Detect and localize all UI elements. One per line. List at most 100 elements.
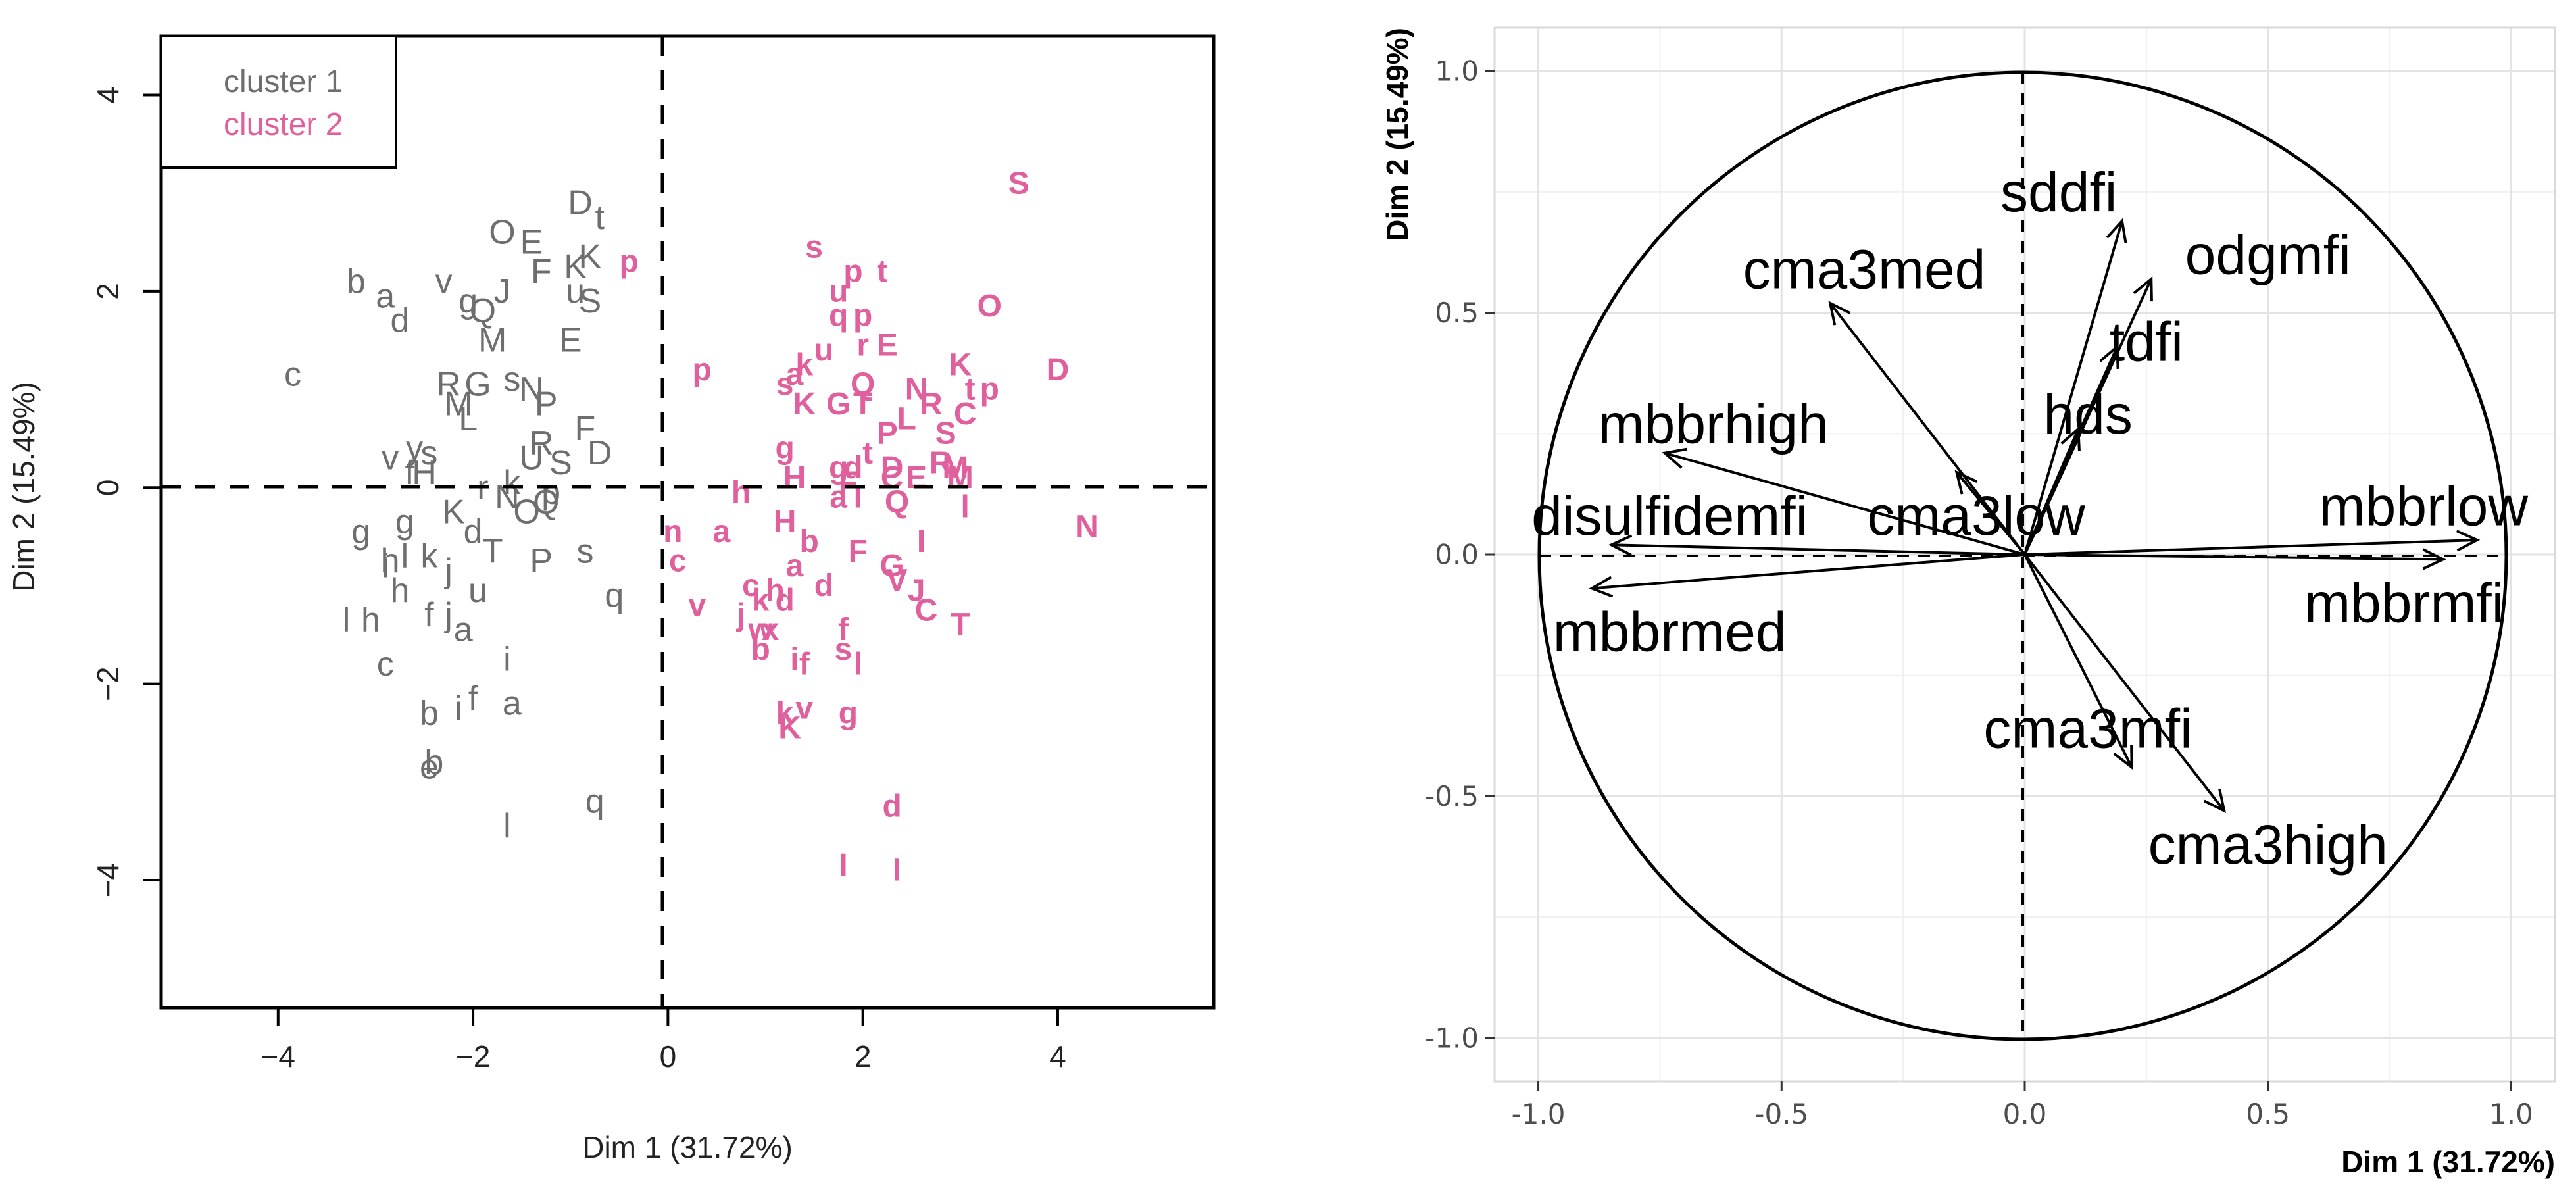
scatter-point-cluster-1: O	[513, 493, 539, 532]
scatter-point-cluster-2: D	[881, 451, 904, 485]
scatter-point-cluster-2: G	[879, 549, 904, 583]
arrow-head-cma3mfi	[2113, 745, 2133, 770]
scatter-point-cluster-2: Q	[885, 485, 909, 520]
variable-y-tick-label: 1.0	[1435, 55, 1479, 87]
variable-y-tick-label: 0.5	[1435, 297, 1479, 329]
scatter-point-cluster-1: k	[503, 464, 521, 502]
arrow-head-mbbrlow	[2456, 530, 2481, 552]
scatter-point-cluster-1: D	[568, 184, 593, 222]
scatter-point-cluster-2: H	[783, 460, 806, 495]
scatter-point-cluster-1: c	[284, 356, 301, 394]
scatter-point-cluster-1: q	[605, 576, 624, 614]
scatter-point-cluster-2: q	[829, 299, 848, 334]
scatter-point-cluster-2: g	[829, 451, 848, 485]
scatter-point-cluster-2: I	[839, 848, 847, 883]
scatter-point-cluster-1: p	[541, 474, 560, 512]
scatter-point-cluster-1: K	[442, 493, 465, 532]
variable-label-mbbrhigh: mbbrhigh	[1598, 393, 1829, 455]
scatter-point-cluster-2: p	[693, 353, 712, 387]
variable-label-tdfi: tdfi	[2110, 311, 2183, 373]
scatter-point-cluster-2: i	[790, 642, 799, 677]
variable-label-odgmfi: odgmfi	[2185, 224, 2351, 285]
scatter-point-cluster-1: h	[361, 601, 380, 639]
scatter-point-cluster-1: N	[519, 370, 544, 409]
scatter-point-cluster-2: d	[882, 789, 901, 824]
scatter-point-cluster-1: E	[559, 321, 582, 359]
legend-box	[160, 35, 397, 169]
scatter-point-cluster-1: c	[377, 645, 394, 683]
scatter-point-cluster-2: H	[774, 505, 797, 539]
scatter-point-cluster-1: j	[443, 596, 453, 634]
scatter-point-cluster-1: g	[458, 282, 478, 320]
scatter-point-cluster-1: g	[351, 512, 370, 551]
variable-label-hds: hds	[2043, 384, 2132, 445]
arrow-mbbrmfi	[2024, 553, 2443, 561]
scatter-point-cluster-2: f	[799, 647, 810, 682]
scatter-point-cluster-1: Q	[470, 292, 496, 330]
arrow-head-cma3med	[1828, 301, 1851, 326]
scatter-point-cluster-2: T	[951, 608, 970, 643]
legend-entry-cluster-2: cluster 2	[224, 107, 343, 142]
scatter-point-cluster-1: E	[520, 223, 543, 261]
scatter-point-cluster-2: u	[829, 274, 848, 309]
scatter-point-cluster-2: E	[906, 460, 927, 495]
scatter-point-cluster-1: M	[478, 321, 507, 359]
scatter-point-cluster-2: C	[954, 397, 977, 432]
variable-label-sddfi: sddfi	[2000, 161, 2117, 223]
arrow-head-odgmfi	[2133, 276, 2153, 302]
variable-x-tick-label: -0.5	[1754, 1098, 1808, 1130]
scatter-point-cluster-1: b	[424, 743, 443, 781]
scatter-point-cluster-2: a	[786, 549, 804, 583]
scatter-point-cluster-2: d	[843, 451, 862, 485]
scatter-point-cluster-1: K	[564, 248, 587, 286]
scatter-point-cluster-1: d	[391, 302, 410, 340]
scatter-point-cluster-1: O	[489, 213, 515, 251]
scatter-point-cluster-2: r	[856, 328, 869, 362]
scatter-point-cluster-2: N	[905, 372, 928, 407]
scatter-point-cluster-2: I	[917, 524, 926, 559]
scatter-point-cluster-2: b	[751, 632, 770, 667]
scatter-point-cluster-1: l	[343, 601, 351, 639]
scatter-point-cluster-2: F	[849, 534, 868, 569]
scatter-point-cluster-1: L	[458, 400, 478, 438]
scatter-point-cluster-2: s	[835, 632, 853, 667]
scatter-y-tick-label: 2	[91, 283, 125, 300]
arrow-head-mbbrmfi	[2422, 548, 2446, 570]
scatter-point-cluster-2: T	[853, 387, 872, 422]
scatter-point-cluster-2: f	[838, 612, 849, 647]
scatter-point-cluster-2: s	[805, 230, 823, 264]
scatter-point-cluster-2: P	[877, 416, 898, 451]
scatter-point-cluster-1: G	[464, 366, 491, 404]
scatter-point-cluster-1: y	[406, 430, 423, 468]
scatter-point-cluster-2: t	[877, 255, 887, 289]
scatter-point-cluster-1: l	[503, 807, 511, 845]
scatter-point-cluster-2: M	[942, 451, 968, 485]
arrow-head-tdfi	[2099, 343, 2119, 370]
scatter-point-cluster-1: b	[347, 262, 366, 301]
scatter-point-cluster-1: S	[579, 282, 602, 320]
scatter-x-tick-label: −4	[261, 1039, 295, 1074]
scatter-point-cluster-2: h	[766, 573, 785, 608]
arrow-head-hds	[2060, 426, 2081, 451]
scatter-point-cluster-2: v	[795, 691, 813, 726]
scatter-point-cluster-2: g	[839, 696, 858, 731]
scatter-point-cluster-1: h	[381, 542, 400, 580]
scatter-point-cluster-2: d	[775, 583, 794, 618]
scatter-point-cluster-1: i	[382, 547, 389, 585]
scatter-point-cluster-2: C	[881, 460, 904, 495]
scatter-point-cluster-1: K	[579, 238, 602, 276]
scatter-point-cluster-2: k	[795, 347, 813, 382]
scatter-point-cluster-1: a	[503, 685, 522, 723]
variable-x-axis-label: Dim 1 (31.72%)	[2341, 1145, 2555, 1179]
scatter-y-axis-label: Dim 2 (15.49%)	[7, 382, 41, 592]
scatter-point-cluster-2: u	[814, 333, 833, 368]
scatter-point-cluster-1: R	[529, 424, 554, 462]
arrow-cma3high	[2023, 553, 2225, 812]
variable-label-cma3low: cma3low	[1867, 485, 2085, 547]
scatter-panel: DtOEKKFuSbavgJdQMEcRGsNPFMLRDUSysvfHrkpN…	[7, 34, 1216, 1164]
scatter-point-cluster-2: E	[877, 328, 898, 362]
scatter-point-cluster-2: p	[853, 299, 872, 334]
scatter-y-tick-label: 4	[91, 87, 125, 104]
scatter-point-cluster-1: e	[420, 748, 439, 786]
